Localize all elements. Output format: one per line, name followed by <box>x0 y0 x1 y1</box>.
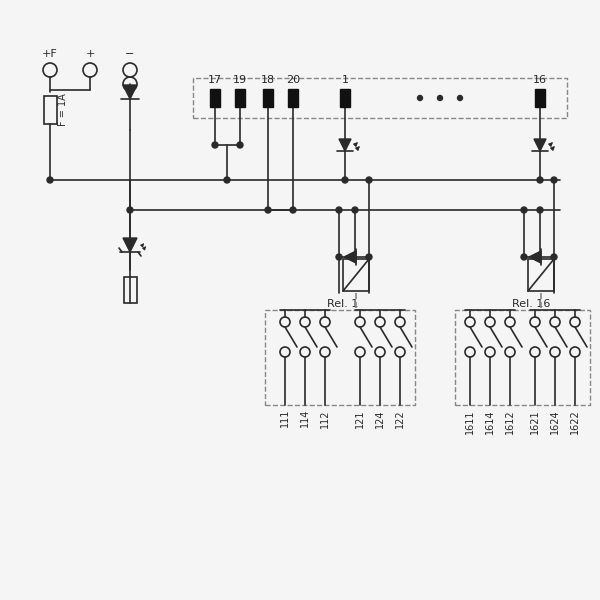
Circle shape <box>237 142 243 148</box>
Circle shape <box>418 95 422 100</box>
Polygon shape <box>339 139 351 151</box>
Text: +: + <box>85 49 95 59</box>
Bar <box>535 89 545 107</box>
Circle shape <box>265 207 271 213</box>
Text: 17: 17 <box>208 75 222 85</box>
Text: 112: 112 <box>320 409 330 427</box>
Text: +F: +F <box>42 49 58 59</box>
Text: 1622: 1622 <box>570 409 580 434</box>
Text: 1624: 1624 <box>550 409 560 434</box>
Bar <box>124 277 137 303</box>
Bar <box>528 259 554 291</box>
Text: 111: 111 <box>280 409 290 427</box>
Text: 1: 1 <box>341 75 349 85</box>
Text: 1614: 1614 <box>485 409 495 433</box>
Bar <box>340 89 350 107</box>
Text: 1612: 1612 <box>505 409 515 434</box>
Text: 1621: 1621 <box>530 409 540 434</box>
Circle shape <box>290 207 296 213</box>
Circle shape <box>342 177 348 183</box>
Text: 1611: 1611 <box>465 409 475 433</box>
Bar <box>235 89 245 107</box>
Circle shape <box>551 254 557 260</box>
Text: 16: 16 <box>533 75 547 85</box>
Circle shape <box>437 95 443 100</box>
Circle shape <box>212 142 218 148</box>
Bar <box>343 259 369 291</box>
Text: 18: 18 <box>261 75 275 85</box>
Bar <box>288 89 298 107</box>
Circle shape <box>458 95 463 100</box>
Text: 114: 114 <box>300 409 310 427</box>
Circle shape <box>336 254 342 260</box>
Polygon shape <box>344 251 356 263</box>
Bar <box>44 96 56 124</box>
Circle shape <box>47 177 53 183</box>
Text: 122: 122 <box>395 409 405 428</box>
Text: 124: 124 <box>375 409 385 427</box>
Polygon shape <box>534 139 546 151</box>
Circle shape <box>127 207 133 213</box>
Text: F = 1A: F = 1A <box>58 94 68 127</box>
Polygon shape <box>123 85 137 99</box>
Text: 121: 121 <box>355 409 365 427</box>
Circle shape <box>537 207 543 213</box>
Circle shape <box>537 177 543 183</box>
Circle shape <box>336 207 342 213</box>
Circle shape <box>521 254 527 260</box>
Circle shape <box>521 207 527 213</box>
Circle shape <box>366 177 372 183</box>
Text: Rel. 16: Rel. 16 <box>512 299 550 309</box>
Circle shape <box>366 254 372 260</box>
Bar <box>263 89 273 107</box>
Polygon shape <box>529 251 541 263</box>
Circle shape <box>352 207 358 213</box>
Text: 19: 19 <box>233 75 247 85</box>
Text: Rel. 1: Rel. 1 <box>327 299 358 309</box>
Text: 20: 20 <box>286 75 300 85</box>
Text: −: − <box>125 49 134 59</box>
Circle shape <box>224 177 230 183</box>
Bar <box>210 89 220 107</box>
Polygon shape <box>123 238 137 252</box>
Circle shape <box>551 177 557 183</box>
